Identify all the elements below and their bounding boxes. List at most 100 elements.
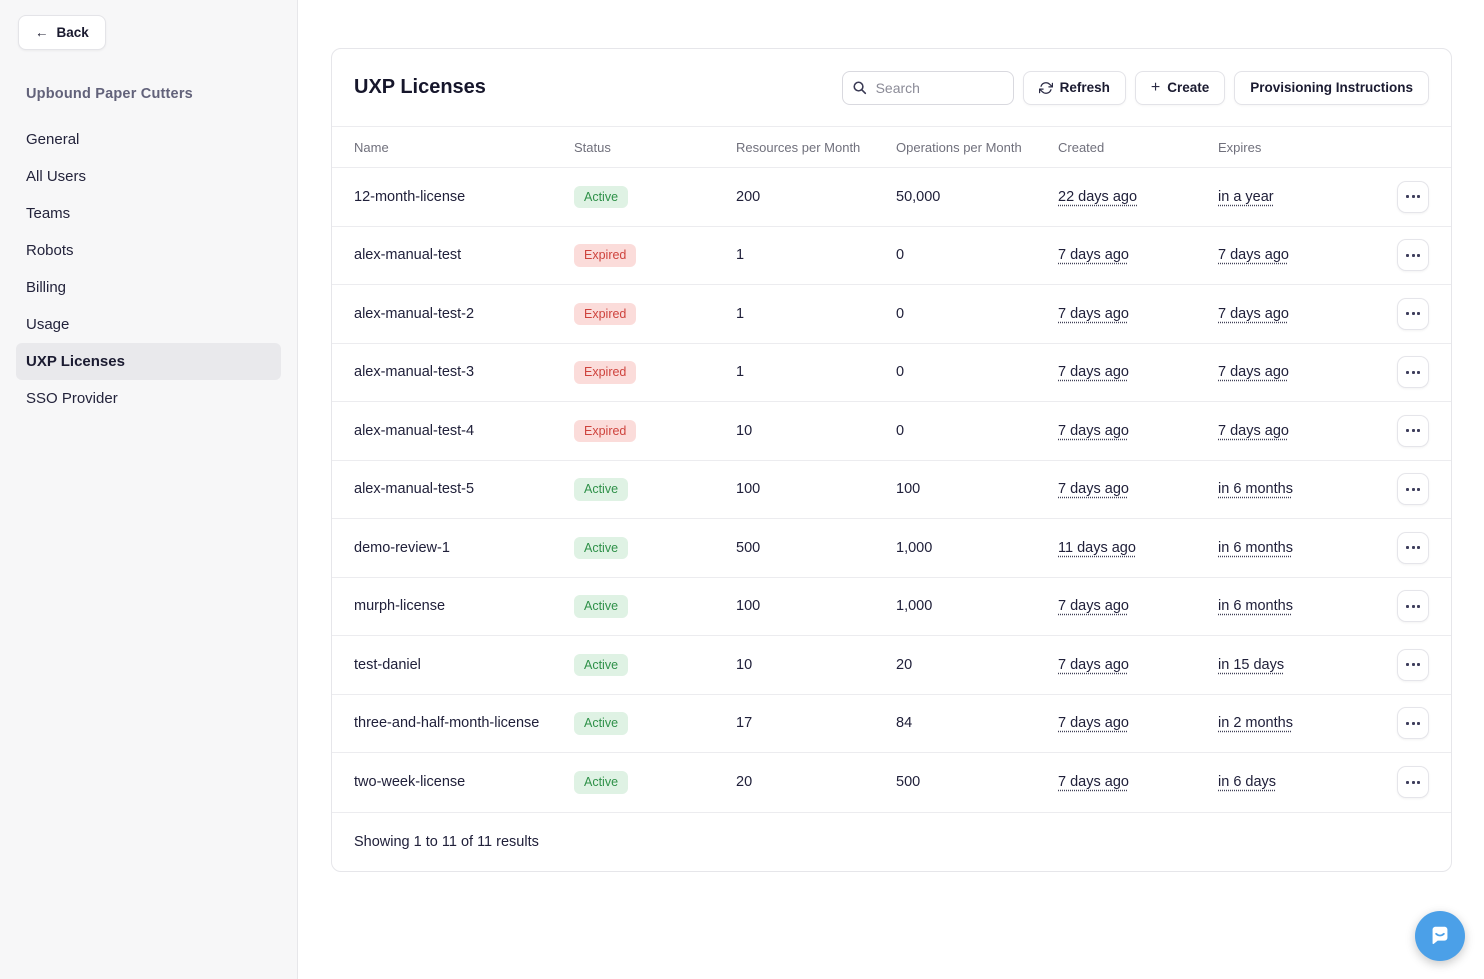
expires-value[interactable]: in 6 days bbox=[1218, 774, 1277, 791]
column-header-name: Name bbox=[354, 139, 389, 155]
row-actions-menu-button[interactable] bbox=[1397, 180, 1429, 213]
status-badge: Active bbox=[574, 771, 629, 794]
expires-value[interactable]: in a year bbox=[1218, 188, 1274, 205]
row-actions-menu-button[interactable] bbox=[1397, 239, 1429, 272]
license-name: alex-manual-test-4 bbox=[354, 422, 475, 439]
chat-launcher-button[interactable] bbox=[1415, 911, 1465, 961]
ellipsis-icon bbox=[1406, 195, 1409, 199]
table-row: demo-review-1 Active 500 1,000 11 days a… bbox=[332, 519, 1451, 578]
status-badge: Active bbox=[574, 185, 629, 208]
license-name: demo-review-1 bbox=[354, 539, 450, 556]
row-actions-menu-button[interactable] bbox=[1397, 473, 1429, 506]
create-button-label: Create bbox=[1167, 80, 1210, 95]
operations-per-month-value: 100 bbox=[896, 481, 921, 498]
table-footer: Showing 1 to 11 of 11 results bbox=[332, 811, 1451, 871]
ellipsis-icon bbox=[1406, 312, 1409, 316]
resources-per-month-value: 1 bbox=[736, 305, 745, 322]
created-value[interactable]: 7 days ago bbox=[1058, 422, 1129, 439]
expires-value[interactable]: in 6 months bbox=[1218, 598, 1293, 615]
created-value[interactable]: 7 days ago bbox=[1058, 774, 1129, 791]
sidebar-item-uxp-licenses[interactable]: UXP Licenses bbox=[16, 343, 281, 380]
chat-smile-stroke bbox=[1435, 932, 1445, 937]
expires-value[interactable]: 7 days ago bbox=[1218, 305, 1289, 322]
created-value[interactable]: 22 days ago bbox=[1058, 188, 1138, 205]
sidebar-item-usage[interactable]: Usage bbox=[26, 316, 70, 333]
resources-per-month-value: 100 bbox=[736, 598, 761, 615]
created-value[interactable]: 7 days ago bbox=[1058, 598, 1129, 615]
resources-per-month-value: 17 bbox=[736, 715, 753, 732]
expires-value[interactable]: in 6 months bbox=[1218, 539, 1293, 556]
status-badge: Active bbox=[574, 536, 629, 559]
row-actions-menu-button[interactable] bbox=[1397, 414, 1429, 447]
status-badge: Expired bbox=[574, 419, 637, 442]
sidebar: ← Back Upbound Paper Cutters General All… bbox=[0, 0, 298, 979]
row-actions-menu-button[interactable] bbox=[1397, 531, 1429, 564]
expires-value[interactable]: 7 days ago bbox=[1218, 422, 1289, 439]
table-row: murph-license Active 100 1,000 7 days ag… bbox=[332, 578, 1451, 636]
ellipsis-icon bbox=[1406, 370, 1409, 374]
provisioning-instructions-button[interactable]: Provisioning Instructions bbox=[1234, 70, 1429, 105]
created-value[interactable]: 7 days ago bbox=[1058, 305, 1129, 322]
org-name: Upbound Paper Cutters bbox=[26, 86, 193, 102]
expires-value[interactable]: 7 days ago bbox=[1218, 247, 1289, 264]
results-count: Showing 1 to 11 of 11 results bbox=[354, 833, 539, 850]
table-row: alex-manual-test-5 Active 100 100 7 days… bbox=[332, 461, 1451, 519]
table-row: alex-manual-test Expired 1 0 7 days ago … bbox=[332, 227, 1451, 285]
license-name: alex-manual-test-2 bbox=[354, 305, 475, 322]
row-actions-menu-button[interactable] bbox=[1397, 590, 1429, 623]
row-actions-menu-button[interactable] bbox=[1397, 648, 1429, 681]
row-actions-menu-button[interactable] bbox=[1397, 297, 1429, 330]
resources-per-month-value: 500 bbox=[736, 539, 761, 556]
column-header-status: Status bbox=[574, 139, 611, 155]
operations-per-month-value: 50,000 bbox=[896, 188, 941, 205]
column-header-resources: Resources per Month bbox=[736, 139, 861, 155]
created-value[interactable]: 7 days ago bbox=[1058, 481, 1129, 498]
license-name: test-daniel bbox=[354, 656, 421, 673]
table-row: alex-manual-test-4 Expired 10 0 7 days a… bbox=[332, 402, 1451, 461]
card-header: UXP Licenses bbox=[332, 49, 1451, 126]
row-actions-menu-button[interactable] bbox=[1397, 766, 1429, 799]
expires-value[interactable]: in 2 months bbox=[1218, 715, 1293, 732]
sidebar-item-sso-provider[interactable]: SSO Provider bbox=[26, 390, 118, 407]
created-value[interactable]: 7 days ago bbox=[1058, 656, 1129, 673]
sidebar-item-all-users[interactable]: All Users bbox=[26, 168, 87, 185]
operations-per-month-value: 1,000 bbox=[896, 539, 933, 556]
sidebar-item-general[interactable]: General bbox=[26, 131, 80, 148]
resources-per-month-value: 10 bbox=[736, 422, 753, 439]
expires-value[interactable]: in 15 days bbox=[1218, 656, 1285, 673]
row-actions-menu-button[interactable] bbox=[1397, 707, 1429, 740]
ellipsis-icon bbox=[1406, 780, 1409, 784]
sidebar-item-billing[interactable]: Billing bbox=[26, 279, 67, 296]
created-value[interactable]: 7 days ago bbox=[1058, 715, 1129, 732]
page-title: UXP Licenses bbox=[354, 76, 486, 98]
back-button[interactable]: ← Back bbox=[18, 15, 106, 50]
resources-per-month-value: 1 bbox=[736, 247, 745, 264]
sidebar-item-teams[interactable]: Teams bbox=[26, 205, 71, 222]
resources-per-month-value: 1 bbox=[736, 364, 745, 381]
created-value[interactable]: 11 days ago bbox=[1058, 539, 1136, 556]
column-header-created: Created bbox=[1058, 139, 1105, 155]
table-header-row: Name Status Resources per Month Operatio… bbox=[332, 126, 1451, 168]
table-row: two-week-license Active 20 500 7 days ag… bbox=[332, 753, 1451, 812]
row-actions-menu-button[interactable] bbox=[1397, 356, 1429, 389]
expires-value[interactable]: in 6 months bbox=[1218, 481, 1293, 498]
status-badge: Expired bbox=[574, 302, 637, 325]
refresh-button[interactable]: Refresh bbox=[1022, 70, 1126, 105]
ellipsis-icon bbox=[1406, 429, 1409, 433]
sidebar-item-robots[interactable]: Robots bbox=[26, 242, 74, 259]
header-actions: Refresh + Create Provisioning Instructio… bbox=[841, 70, 1429, 105]
created-value[interactable]: 7 days ago bbox=[1058, 247, 1129, 264]
provisioning-instructions-label: Provisioning Instructions bbox=[1250, 80, 1413, 95]
back-button-label: Back bbox=[56, 25, 89, 40]
ellipsis-icon bbox=[1406, 604, 1409, 608]
license-name: alex-manual-test-3 bbox=[354, 364, 475, 381]
table-body: 12-month-license Active 200 50,000 22 da… bbox=[332, 168, 1451, 812]
created-value[interactable]: 7 days ago bbox=[1058, 364, 1129, 381]
ellipsis-icon bbox=[1406, 721, 1409, 725]
operations-per-month-value: 20 bbox=[896, 656, 913, 673]
table-row: alex-manual-test-3 Expired 1 0 7 days ag… bbox=[332, 344, 1451, 402]
status-badge: Active bbox=[574, 712, 629, 735]
expires-value[interactable]: 7 days ago bbox=[1218, 364, 1289, 381]
search-input[interactable] bbox=[841, 70, 1014, 105]
create-button[interactable]: + Create bbox=[1134, 70, 1226, 105]
